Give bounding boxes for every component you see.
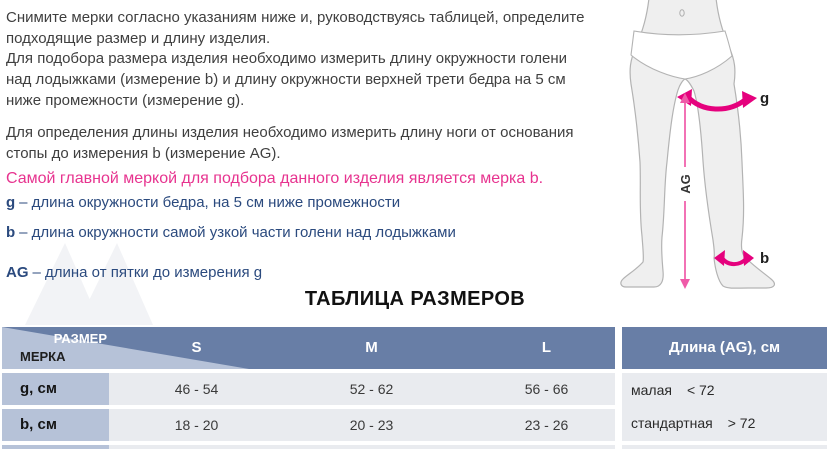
text-line: Для определения длины изделия необходимо… [6, 124, 574, 141]
g-label: g [760, 90, 769, 107]
b-label: b [760, 250, 769, 267]
intro-paragraph: Снимите мерки согласно указаниям ниже и,… [6, 7, 646, 49]
text-line: Снимите мерки согласно указаниям ниже и,… [6, 9, 585, 26]
ag-arrowhead-down [680, 279, 690, 289]
definition-g: g – длина окружности бедра, на 5 см ниже … [6, 194, 646, 211]
navel [679, 9, 685, 17]
definition-term: AG [6, 264, 29, 281]
b-arrowhead-left [714, 250, 725, 266]
g-arrowhead-right [742, 91, 757, 108]
text-line: подходящие размер и длину изделия. [6, 30, 271, 47]
length-label: стандартная [631, 415, 713, 431]
definition-term: g [6, 194, 16, 211]
b-arrowhead-right [743, 250, 754, 266]
definition-text: – длина от пятки до измерения g [32, 264, 263, 281]
column-header-s: S [191, 339, 202, 356]
table-row-b: b, см 18 - 20 20 - 23 23 - 26 [2, 409, 615, 441]
cell-value: 46 - 54 [174, 381, 219, 397]
length-label: малая [631, 382, 672, 398]
cell-value: 52 - 62 [349, 381, 394, 397]
highlight-note: Самой главной меркой для подбора данного… [6, 170, 544, 187]
text-line: над лодыжками (измерение b) и длину окру… [6, 71, 566, 88]
definition-ag: AG – длина от пятки до измерения g [6, 264, 646, 281]
background-watermark [25, 243, 153, 325]
column-header-m: M [365, 339, 378, 356]
cell-value: 56 - 66 [524, 381, 569, 397]
length-table-header: Длина (AG), см [622, 327, 827, 369]
row-label: g, см [2, 373, 109, 405]
definition-text: – длина окружности бедра, на 5 см ниже п… [19, 194, 401, 211]
measurement-figure: g AG b [620, 0, 776, 289]
column-header-l: L [541, 339, 552, 356]
size-method-paragraph: Для подобора размера изделия необходимо … [6, 48, 646, 111]
definition-text: – длина окружности самой узкой части гол… [19, 224, 456, 241]
cell-value: 23 - 26 [524, 417, 569, 433]
length-table-body: малая < 72 стандартная > 72 [622, 373, 827, 441]
length-value: > 72 [727, 415, 756, 431]
length-row-standard: стандартная > 72 [631, 407, 821, 439]
size-table-header: РАЗМЕР МЕРКА S M L [2, 327, 615, 369]
cell-value: 20 - 23 [349, 417, 394, 433]
text-line: ниже промежности (измерение g). [6, 92, 245, 109]
table-row-g: g, см 46 - 54 52 - 62 56 - 66 [2, 373, 615, 405]
length-row-short: малая < 72 [631, 374, 821, 406]
definition-b: b – длина окружности самой узкой части го… [6, 224, 646, 241]
ag-label: AG [678, 174, 693, 194]
row-label: b, см [2, 409, 109, 441]
panties-shape [630, 30, 733, 80]
length-value: < 72 [686, 382, 715, 398]
text-line: стопы до измерения b (измерение AG). [6, 145, 281, 162]
corner-label-size: РАЗМЕР [53, 331, 107, 346]
size-table-title: ТАБЛИЦА РАЗМЕРОВ [304, 288, 526, 310]
row-label-cutoff [2, 445, 109, 449]
text-line: Для подобора размера изделия необходимо … [6, 50, 567, 67]
length-method-paragraph: Для определения длины изделия необходимо… [6, 122, 646, 164]
cell-value: 18 - 20 [174, 417, 219, 433]
length-table-cutoff [622, 445, 827, 449]
corner-label-measure: МЕРКА [20, 349, 66, 364]
definition-term: b [6, 224, 16, 241]
ag-arrowhead-up [680, 93, 690, 103]
table-row-cutoff [2, 445, 615, 449]
g-measure-arrow [685, 94, 748, 112]
